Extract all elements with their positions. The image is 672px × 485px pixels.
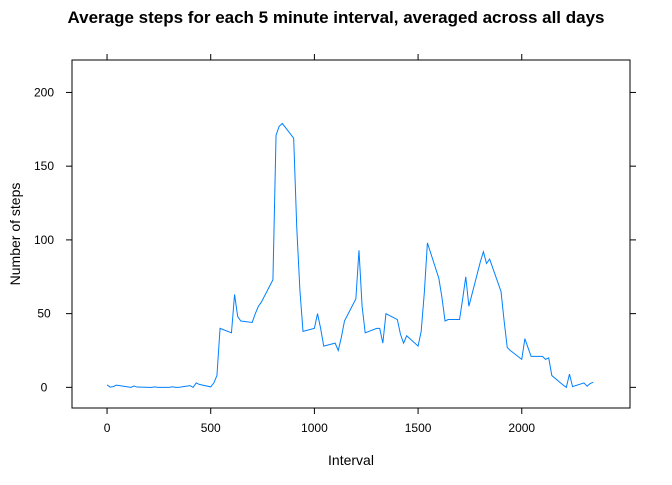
y-tick-label: 50 — [37, 307, 51, 321]
chart-title: Average steps for each 5 minute interval… — [67, 8, 604, 27]
y-tick-label: 0 — [41, 380, 48, 394]
x-tick-label: 500 — [201, 421, 221, 435]
x-tick-label: 2000 — [508, 421, 535, 435]
data-line — [106, 122, 594, 389]
y-axis-label: Number of steps — [7, 183, 23, 286]
x-axis-label: Interval — [328, 452, 374, 468]
y-tick-label: 100 — [34, 233, 54, 247]
y-tick-label: 200 — [34, 85, 54, 99]
x-tick-label: 0 — [104, 421, 111, 435]
y-tick-label: 150 — [34, 159, 54, 173]
x-tick-label: 1000 — [301, 421, 328, 435]
x-tick-label: 1500 — [405, 421, 432, 435]
panel-border — [71, 59, 631, 409]
